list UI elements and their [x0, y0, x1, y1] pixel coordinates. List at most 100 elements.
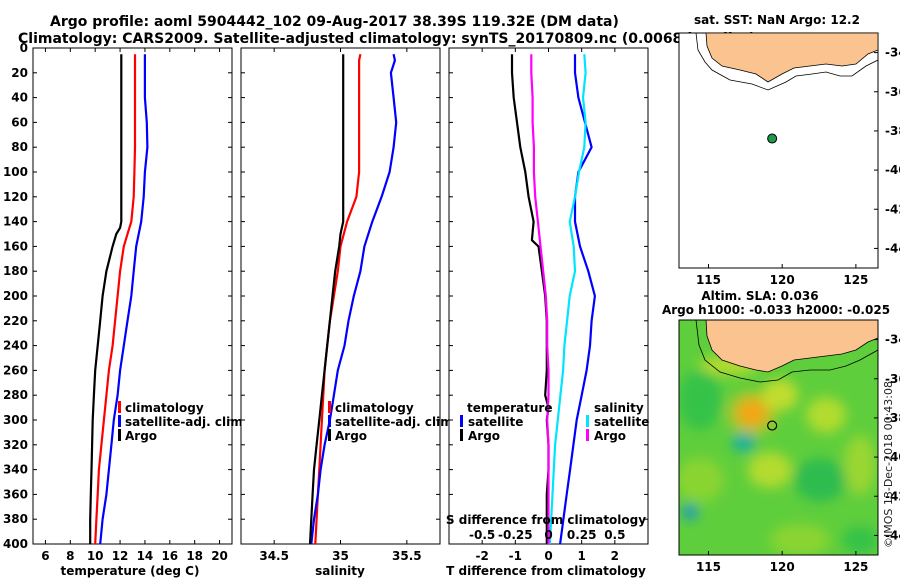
- title-line-1: Argo profile: aoml 5904442_102 09-Aug-20…: [50, 14, 619, 30]
- legend-swatch-satellite: [118, 415, 121, 427]
- legend-swatch-satellite: [328, 415, 331, 427]
- salinity-legend: climatology satellite-adj. clim. Argo: [328, 401, 457, 443]
- title-line-2: Climatology: CARS2009. Satellite-adjuste…: [18, 31, 755, 47]
- series-line-argo: [89, 54, 123, 544]
- depth-tick-label: 200: [3, 289, 28, 303]
- salinity-axes-frame: [240, 47, 441, 545]
- temperature-axes-frame: [32, 47, 233, 545]
- legend-title-temperature: temperature: [467, 401, 552, 415]
- map-y-tick-label: -36: [885, 85, 900, 99]
- sst-map-panel: sat. SST: NaN Argo: 12.2 115 120 125 -34 -36…: [678, 13, 900, 287]
- depth-tick-label: 120: [3, 190, 28, 204]
- sla-shelf-contour: [695, 320, 878, 383]
- legend-title-salinity: salinity: [594, 401, 644, 415]
- temperature-xlabel: temperature (deg C): [61, 564, 200, 578]
- x-tick-label: 8: [66, 549, 74, 563]
- temperature-x-axis: 6 8 10 12 14 16 18 20: [33, 47, 232, 563]
- salinity-xlabel: salinity: [315, 564, 365, 578]
- map-y-tick-label: -42: [885, 489, 900, 503]
- series-line-s-argo: [530, 54, 550, 544]
- depth-tick-label: 300: [3, 413, 28, 427]
- sla-map-axes: 115 120 125 -34 -36 -38 -40 -42 -44: [696, 333, 900, 574]
- map-y-tick-label: -34: [885, 333, 900, 347]
- x-tick-label: 2: [611, 549, 619, 563]
- series-line-argo: [308, 54, 345, 544]
- sla-argo-marker: [767, 420, 778, 431]
- map-x-tick-label: 120: [770, 273, 795, 287]
- depth-tick-label: 360: [3, 487, 28, 501]
- sst-argo-marker: [767, 133, 778, 144]
- depth-tick-label: 20: [11, 66, 28, 80]
- depth-tick-label: 100: [3, 165, 28, 179]
- series-line-satellite-adj-clim-: [99, 54, 149, 544]
- s-tick-label: 0.25: [567, 528, 597, 542]
- depth-tick-label: 160: [3, 239, 28, 253]
- x-tick-label: 14: [137, 549, 154, 563]
- sla-map-panel: Altim. SLA: 0.036 Argo h1000: -0.033 h20…: [662, 289, 900, 574]
- legend-label-climatology: climatology: [125, 401, 204, 415]
- legend-swatch-t-argo: [460, 429, 463, 441]
- temperature-panel: 0 20 40 60 80 100 120 140 160 180 200 220 240 260 280 3…: [3, 41, 247, 578]
- depth-tick-label: 280: [3, 388, 28, 402]
- legend-label-t-argo: Argo: [468, 429, 500, 443]
- map-y-tick-label: -42: [885, 202, 900, 216]
- x-tick-label: 34.5: [259, 549, 289, 563]
- map-y-tick-label: -44: [885, 528, 900, 542]
- depth-tick-label: 140: [3, 215, 28, 229]
- map-x-tick-label: 125: [843, 273, 868, 287]
- map-y-tick-label: -38: [885, 411, 900, 425]
- sst-map-axes: 115 120 125 -34 -36 -38 -40 -42 -44: [696, 46, 900, 287]
- s-tick-label: 0: [544, 528, 552, 542]
- x-tick-label: 20: [211, 549, 228, 563]
- legend-label-satellite: satellite-adj. clim.: [335, 415, 457, 429]
- depth-tick-label: 80: [11, 140, 28, 154]
- depth-tick-label: 400: [3, 537, 28, 551]
- depth-tick-label: 40: [11, 91, 28, 105]
- legend-swatch-s-satellite: [586, 415, 589, 427]
- legend-label-climatology: climatology: [335, 401, 414, 415]
- x-tick-label: 18: [186, 549, 203, 563]
- depth-tick-label: 60: [11, 115, 28, 129]
- map-y-tick-label: -40: [885, 163, 900, 177]
- series-line-climatology: [314, 53, 362, 544]
- sst-land-mass: [705, 33, 878, 83]
- sst-shelf-contour: [695, 33, 878, 91]
- depth-axis: 0 20 40 60 80 100 120 140 160 180 200 220 240 260 280 3…: [3, 41, 28, 551]
- map-y-tick-label: -44: [885, 241, 900, 255]
- sla-map-frame: [678, 319, 879, 556]
- map-y-tick-label: -34: [885, 46, 900, 60]
- x-tick-label: -2: [475, 549, 488, 563]
- depth-tick-label: 180: [3, 264, 28, 278]
- x-tick-label: -1: [509, 549, 522, 563]
- depth-tick-label: 260: [3, 363, 28, 377]
- sla-map-subtitle: Argo h1000: -0.033 h2000: -0.025: [662, 303, 890, 317]
- legend-label-s-satellite: satellite: [594, 415, 649, 429]
- sla-map-title: Altim. SLA: 0.036: [701, 289, 818, 303]
- legend-label-t-satellite: satellite: [468, 415, 523, 429]
- map-x-tick-label: 115: [696, 560, 721, 574]
- map-y-tick-label: -38: [885, 124, 900, 138]
- legend-swatch-argo: [118, 429, 121, 441]
- legend-swatch-argo: [328, 429, 331, 441]
- depth-tick-label: 220: [3, 314, 28, 328]
- temperature-legend: climatology satellite-adj. clim. Argo: [118, 401, 247, 443]
- x-tick-label: 1: [577, 549, 585, 563]
- legend-swatch-climatology: [328, 401, 331, 413]
- x-tick-label: 6: [41, 549, 49, 563]
- map-x-tick-label: 115: [696, 273, 721, 287]
- sla-land-mass: [705, 320, 878, 373]
- s-tick-label: -0.25: [498, 528, 533, 542]
- s-difference-axis: -0.5 -0.25 0 0.25 0.5: [469, 528, 625, 542]
- s-difference-label: S difference from climatology: [446, 513, 646, 527]
- map-y-tick-label: -36: [885, 372, 900, 386]
- difference-legend-salinity: salinity satellite Argo: [586, 401, 649, 443]
- legend-label-s-argo: Argo: [594, 429, 626, 443]
- salinity-panel: 34.5 35 35.5 climatology satellite-adj. cl…: [240, 47, 457, 578]
- x-tick-label: 16: [161, 549, 178, 563]
- x-tick-label: 35: [332, 549, 349, 563]
- series-line-s-satellite: [548, 54, 587, 544]
- series-line-t-satellite: [559, 54, 597, 544]
- legend-label-argo: Argo: [335, 429, 367, 443]
- legend-swatch-climatology: [118, 401, 121, 413]
